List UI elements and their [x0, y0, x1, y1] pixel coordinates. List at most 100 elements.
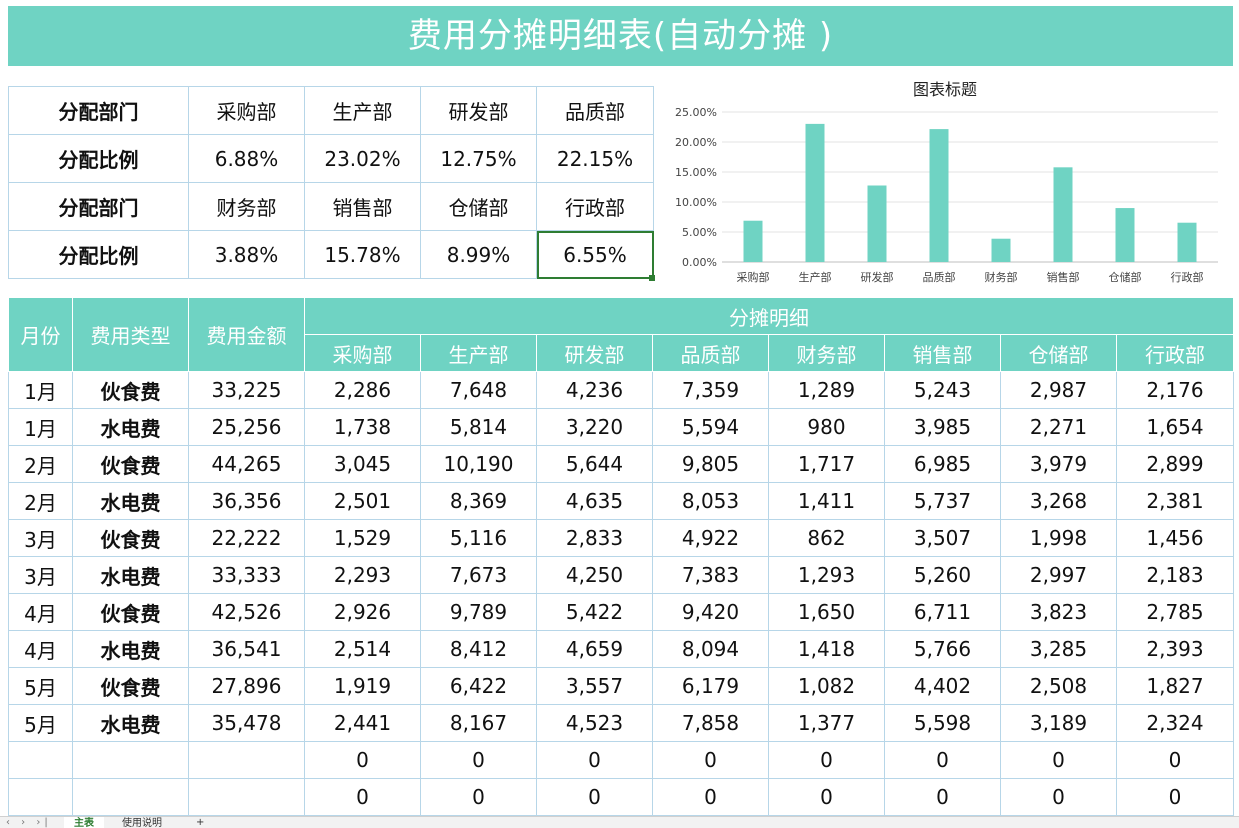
chart-bar[interactable]	[743, 220, 763, 262]
month-cell[interactable]	[8, 778, 73, 816]
allocation-cell[interactable]: 4,236	[536, 371, 653, 409]
dept-cell[interactable]: 销售部	[304, 182, 421, 231]
header-dept[interactable]: 研发部	[536, 334, 653, 372]
allocation-cell[interactable]: 1,529	[304, 519, 421, 557]
type-cell[interactable]: 伙食费	[72, 593, 189, 631]
allocation-cell[interactable]: 0	[652, 778, 769, 816]
month-cell[interactable]: 1月	[8, 371, 73, 409]
allocation-cell[interactable]: 2,441	[304, 704, 421, 742]
allocation-cell[interactable]: 8,053	[652, 482, 769, 520]
allocation-cell[interactable]: 4,635	[536, 482, 653, 520]
allocation-cell[interactable]: 4,523	[536, 704, 653, 742]
ratio-cell[interactable]: 3.88%	[188, 230, 305, 279]
allocation-cell[interactable]: 8,412	[420, 630, 537, 668]
allocation-cell[interactable]: 0	[420, 741, 537, 779]
allocation-cell[interactable]: 1,418	[768, 630, 885, 668]
type-cell[interactable]: 水电费	[72, 408, 189, 446]
allocation-cell[interactable]: 1,654	[1116, 408, 1234, 446]
amount-cell[interactable]: 33,333	[188, 556, 305, 594]
allocation-cell[interactable]: 1,293	[768, 556, 885, 594]
ratio-cell[interactable]: 6.88%	[188, 134, 305, 183]
type-cell[interactable]: 水电费	[72, 556, 189, 594]
label-cell[interactable]: 分配部门	[8, 182, 189, 231]
month-cell[interactable]: 4月	[8, 593, 73, 631]
amount-cell[interactable]: 42,526	[188, 593, 305, 631]
header-allocation-detail[interactable]: 分摊明细	[304, 297, 1234, 335]
chart-bar[interactable]	[1053, 167, 1073, 262]
allocation-cell[interactable]: 2,514	[304, 630, 421, 668]
allocation-cell[interactable]: 8,167	[420, 704, 537, 742]
month-cell[interactable]: 5月	[8, 704, 73, 742]
header-dept[interactable]: 生产部	[420, 334, 537, 372]
allocation-cell[interactable]: 0	[652, 741, 769, 779]
allocation-cell[interactable]: 5,737	[884, 482, 1001, 520]
header-dept[interactable]: 仓储部	[1000, 334, 1117, 372]
month-cell[interactable]: 5月	[8, 667, 73, 705]
allocation-cell[interactable]: 7,858	[652, 704, 769, 742]
ratio-cell[interactable]: 22.15%	[536, 134, 654, 183]
allocation-cell[interactable]: 0	[768, 778, 885, 816]
fill-handle[interactable]	[649, 275, 655, 281]
allocation-cell[interactable]: 9,420	[652, 593, 769, 631]
amount-cell[interactable]: 36,356	[188, 482, 305, 520]
allocation-cell[interactable]: 2,183	[1116, 556, 1234, 594]
allocation-cell[interactable]: 1,717	[768, 445, 885, 483]
allocation-cell[interactable]: 4,922	[652, 519, 769, 557]
amount-cell[interactable]: 36,541	[188, 630, 305, 668]
ratio-cell[interactable]: 8.99%	[420, 230, 537, 279]
allocation-cell[interactable]: 1,738	[304, 408, 421, 446]
chart-bar[interactable]	[805, 123, 825, 262]
month-cell[interactable]: 2月	[8, 445, 73, 483]
allocation-cell[interactable]: 9,805	[652, 445, 769, 483]
chart-bar[interactable]	[1115, 208, 1135, 262]
allocation-cell[interactable]: 5,644	[536, 445, 653, 483]
allocation-cell[interactable]: 9,789	[420, 593, 537, 631]
ratio-bar-chart[interactable]: 图表标题 0.00%5.00%10.00%15.00%20.00%25.00% …	[662, 74, 1228, 290]
dept-cell[interactable]: 行政部	[536, 182, 654, 231]
month-cell[interactable]: 4月	[8, 630, 73, 668]
allocation-cell[interactable]: 0	[1116, 741, 1234, 779]
ratio-cell[interactable]: 12.75%	[420, 134, 537, 183]
allocation-cell[interactable]: 0	[1000, 778, 1117, 816]
month-cell[interactable]: 3月	[8, 556, 73, 594]
allocation-cell[interactable]: 2,508	[1000, 667, 1117, 705]
header-amount[interactable]: 费用金额	[188, 297, 305, 372]
month-cell[interactable]	[8, 741, 73, 779]
allocation-cell[interactable]: 5,598	[884, 704, 1001, 742]
allocation-cell[interactable]: 3,285	[1000, 630, 1117, 668]
allocation-cell[interactable]: 1,919	[304, 667, 421, 705]
month-cell[interactable]: 3月	[8, 519, 73, 557]
dept-cell[interactable]: 品质部	[536, 86, 654, 135]
allocation-cell[interactable]: 5,260	[884, 556, 1001, 594]
month-cell[interactable]: 1月	[8, 408, 73, 446]
ratio-cell[interactable]: 23.02%	[304, 134, 421, 183]
allocation-cell[interactable]: 6,179	[652, 667, 769, 705]
allocation-cell[interactable]: 2,381	[1116, 482, 1234, 520]
ratio-cell[interactable]: 15.78%	[304, 230, 421, 279]
type-cell[interactable]: 伙食费	[72, 667, 189, 705]
sheet-tab-instructions[interactable]: 使用说明	[122, 818, 162, 828]
allocation-cell[interactable]: 2,286	[304, 371, 421, 409]
allocation-cell[interactable]: 0	[884, 778, 1001, 816]
allocation-cell[interactable]: 7,648	[420, 371, 537, 409]
allocation-cell[interactable]: 0	[420, 778, 537, 816]
amount-cell[interactable]: 27,896	[188, 667, 305, 705]
amount-cell[interactable]: 33,225	[188, 371, 305, 409]
allocation-cell[interactable]: 2,501	[304, 482, 421, 520]
allocation-cell[interactable]: 4,402	[884, 667, 1001, 705]
dept-cell[interactable]: 财务部	[188, 182, 305, 231]
amount-cell[interactable]: 25,256	[188, 408, 305, 446]
allocation-cell[interactable]: 0	[1116, 778, 1234, 816]
allocation-cell[interactable]: 0	[304, 778, 421, 816]
header-dept[interactable]: 行政部	[1116, 334, 1234, 372]
label-cell[interactable]: 分配比例	[8, 134, 189, 183]
allocation-cell[interactable]: 4,250	[536, 556, 653, 594]
allocation-cell[interactable]: 8,094	[652, 630, 769, 668]
allocation-cell[interactable]: 2,833	[536, 519, 653, 557]
allocation-cell[interactable]: 3,268	[1000, 482, 1117, 520]
allocation-cell[interactable]: 2,997	[1000, 556, 1117, 594]
label-cell[interactable]: 分配部门	[8, 86, 189, 135]
chart-bar[interactable]	[991, 238, 1011, 262]
label-cell[interactable]: 分配比例	[8, 230, 189, 279]
amount-cell[interactable]: 44,265	[188, 445, 305, 483]
